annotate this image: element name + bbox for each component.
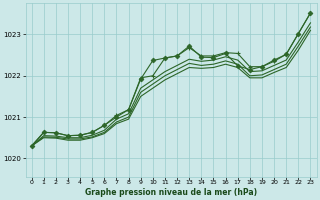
- X-axis label: Graphe pression niveau de la mer (hPa): Graphe pression niveau de la mer (hPa): [85, 188, 257, 197]
